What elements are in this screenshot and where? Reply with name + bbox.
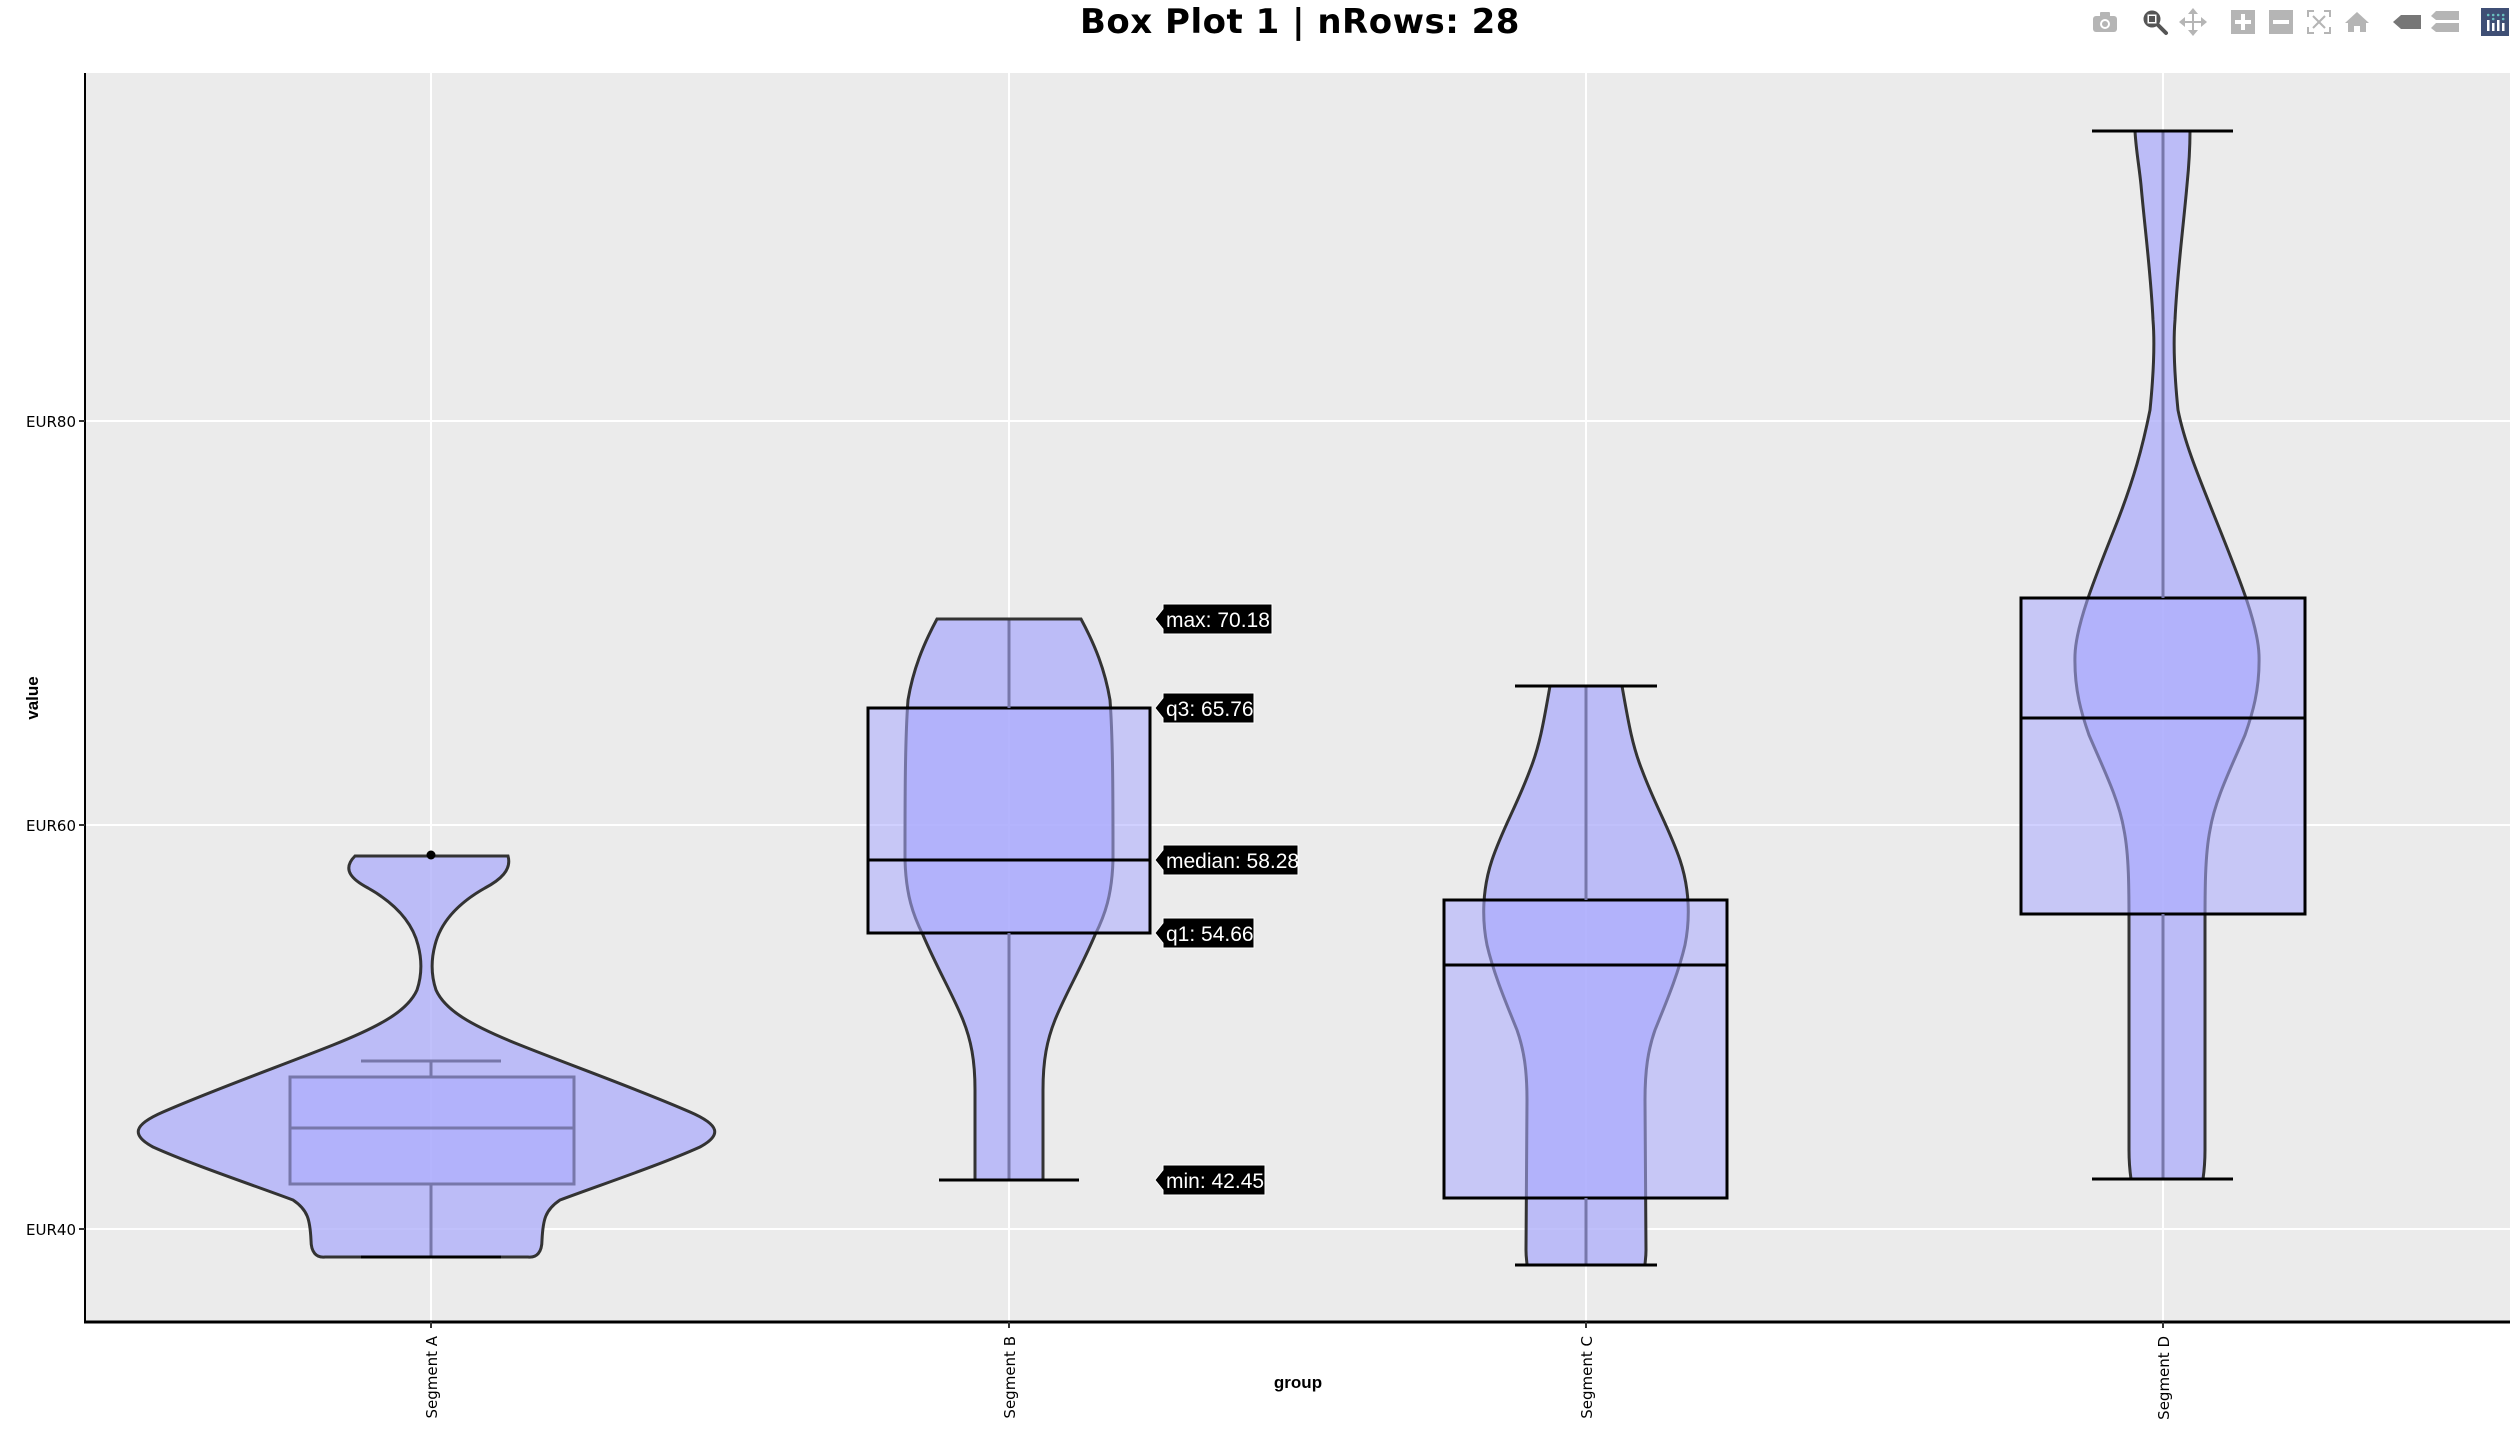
autoscale-icon[interactable]	[2300, 4, 2338, 40]
camera-icon[interactable]	[2086, 4, 2124, 40]
y-axis-title: value	[23, 676, 42, 719]
chart-title: Box Plot 1 | nRows: 28	[1080, 2, 1520, 42]
svg-text:q1: 54.66: q1: 54.66	[1166, 923, 1254, 946]
svg-text:q3: 65.76: q3: 65.76	[1166, 698, 1254, 721]
x-tick-label: Segment B	[1001, 1336, 1019, 1419]
y-tick-label: EUR80	[26, 413, 76, 431]
y-tick-label: EUR60	[26, 817, 76, 835]
zoom-in-icon[interactable]	[2224, 4, 2262, 40]
hover-tooltip-min: min: 42.45	[1154, 1164, 1266, 1196]
svg-text:max: 70.18: max: 70.18	[1166, 609, 1270, 632]
x-axis-title: group	[1274, 1373, 1322, 1392]
hover-compare-icon[interactable]	[2426, 4, 2464, 40]
y-axis-ticks	[79, 420, 85, 1230]
svg-text:min: 42.45: min: 42.45	[1166, 1170, 1264, 1193]
x-tick-label: Segment C	[1578, 1336, 1596, 1419]
hover-tooltip-q1: q1: 54.66	[1154, 917, 1255, 949]
hover-tooltip-max: max: 70.18	[1154, 603, 1273, 635]
svg-text:median: 58.28: median: 58.28	[1166, 850, 1299, 873]
pan-icon[interactable]	[2174, 4, 2212, 40]
box-segment-c[interactable]	[1442, 684, 1729, 1267]
box-segment-a[interactable]	[288, 1059, 576, 1259]
modebar	[2086, 4, 2514, 40]
box-segment-b[interactable]	[866, 617, 1152, 1182]
hover-tooltip-q3: q3: 65.76	[1154, 692, 1255, 724]
x-tick-label: Segment D	[2155, 1336, 2173, 1420]
zoom-out-icon[interactable]	[2262, 4, 2300, 40]
plotly-logo-icon[interactable]	[2476, 4, 2514, 40]
box-segment-d[interactable]	[2019, 129, 2307, 1181]
zoom-icon[interactable]	[2136, 4, 2174, 40]
y-tick-label: EUR40	[26, 1221, 76, 1239]
x-tick-label: Segment A	[423, 1335, 441, 1418]
hover-closest-icon[interactable]	[2388, 4, 2426, 40]
x-axis-ticks	[430, 1322, 2164, 1328]
home-icon[interactable]	[2338, 4, 2376, 40]
hover-tooltip-median: median: 58.28	[1154, 844, 1299, 876]
outlier-point-segment-a[interactable]	[426, 850, 436, 860]
